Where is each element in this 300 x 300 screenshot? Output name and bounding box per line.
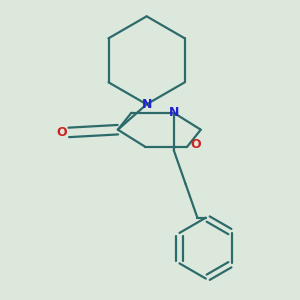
Text: O: O [190,138,201,152]
Text: N: N [141,98,152,111]
Text: O: O [56,126,67,139]
Text: N: N [169,106,179,119]
